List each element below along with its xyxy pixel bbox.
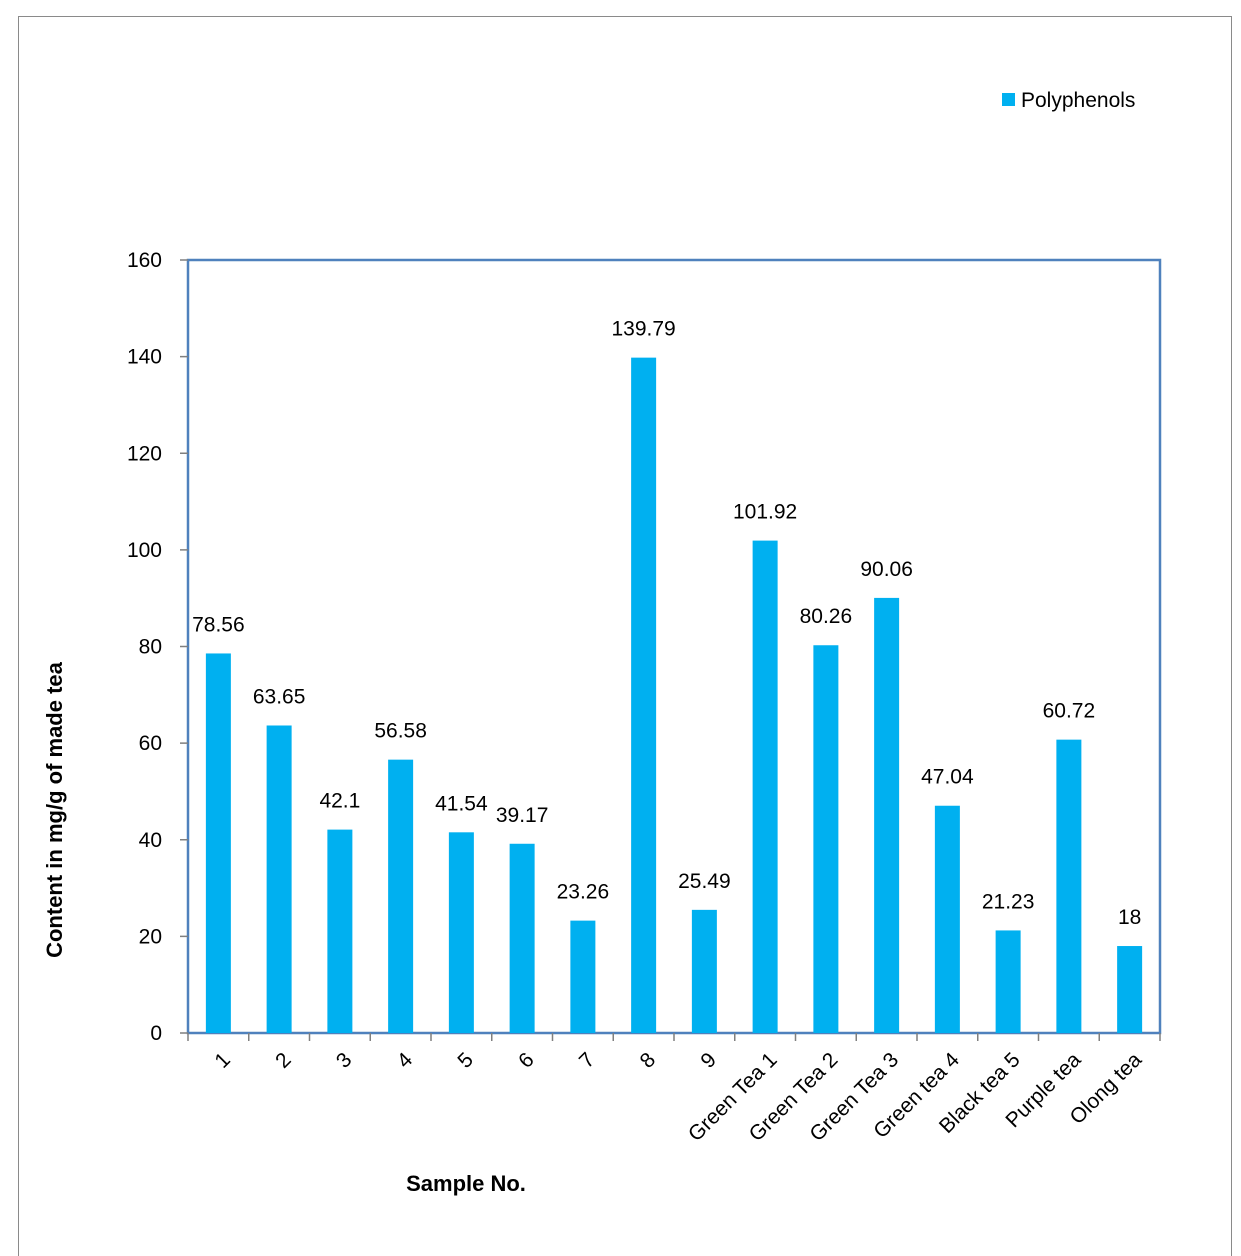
x-tick-label-5: 5 xyxy=(453,1048,478,1073)
x-tick-label-6: 6 xyxy=(514,1048,539,1073)
bar-2 xyxy=(266,725,292,1033)
y-tick-label: 60 xyxy=(139,732,162,755)
x-tick-label-8: 8 xyxy=(636,1048,661,1073)
x-tick-label-4: 4 xyxy=(393,1048,418,1073)
bar-14 xyxy=(995,930,1021,1033)
y-tick-label: 0 xyxy=(150,1022,162,1045)
bar-11 xyxy=(813,645,839,1033)
data-label-2: 63.65 xyxy=(253,685,306,708)
bar-3 xyxy=(327,829,353,1033)
bar-13 xyxy=(934,805,960,1033)
x-tick-label-7: 7 xyxy=(575,1048,600,1073)
data-label-7: 23.26 xyxy=(557,881,610,904)
y-tick-label: 80 xyxy=(139,636,162,659)
bars xyxy=(205,357,1143,1034)
x-tick-label-9: 9 xyxy=(696,1048,721,1073)
data-label-10: 101.92 xyxy=(733,501,797,524)
y-tick-label: 20 xyxy=(139,925,162,948)
bar-10 xyxy=(752,540,778,1033)
data-label-5: 41.54 xyxy=(435,792,488,815)
x-tick-label-3: 3 xyxy=(332,1048,357,1073)
bar-6 xyxy=(509,843,535,1033)
bar-7 xyxy=(570,920,596,1033)
y-tick-label: 120 xyxy=(127,442,162,465)
x-tick-label-2: 2 xyxy=(271,1048,296,1073)
data-label-4: 56.58 xyxy=(374,720,427,743)
bar-15 xyxy=(1056,739,1082,1033)
bar-16 xyxy=(1117,946,1143,1033)
y-tick-label: 100 xyxy=(127,539,162,562)
x-tick-label-1: 1 xyxy=(210,1048,235,1073)
bar-9 xyxy=(691,909,717,1033)
bar-1 xyxy=(205,653,231,1033)
y-tick-label: 160 xyxy=(127,249,162,272)
data-label-15: 60.72 xyxy=(1043,700,1096,723)
legend: Polyphenols xyxy=(1002,89,1135,112)
y-axis: 0 20 40 60 80 100 120 140 160 xyxy=(127,249,188,1045)
bar-8 xyxy=(631,357,657,1034)
data-label-3: 42.1 xyxy=(319,790,360,813)
y-tick-label: 140 xyxy=(127,346,162,369)
x-axis-title: Sample No. xyxy=(406,1171,526,1196)
data-label-14: 21.23 xyxy=(982,890,1035,913)
data-label-1: 78.56 xyxy=(192,613,245,636)
data-label-13: 47.04 xyxy=(921,766,974,789)
y-axis-title: Content in mg/g of made tea xyxy=(42,661,67,958)
data-label-8: 139.79 xyxy=(612,318,676,341)
data-label-9: 25.49 xyxy=(678,870,731,893)
data-label-12: 90.06 xyxy=(860,558,913,581)
chart-frame xyxy=(18,16,1232,1256)
legend-swatch-polyphenols xyxy=(1002,93,1015,106)
data-label-11: 80.26 xyxy=(800,605,853,628)
y-tick-label: 40 xyxy=(139,829,162,852)
data-label-16: 18 xyxy=(1118,906,1141,929)
legend-label-polyphenols: Polyphenols xyxy=(1021,89,1135,112)
data-label-6: 39.17 xyxy=(496,804,549,827)
bar-5 xyxy=(448,832,474,1033)
data-labels: 78.56 63.65 42.1 56.58 41.54 39.17 23.26 139.79… xyxy=(192,318,1141,929)
bar-4 xyxy=(388,759,414,1033)
bar-12 xyxy=(874,597,900,1033)
